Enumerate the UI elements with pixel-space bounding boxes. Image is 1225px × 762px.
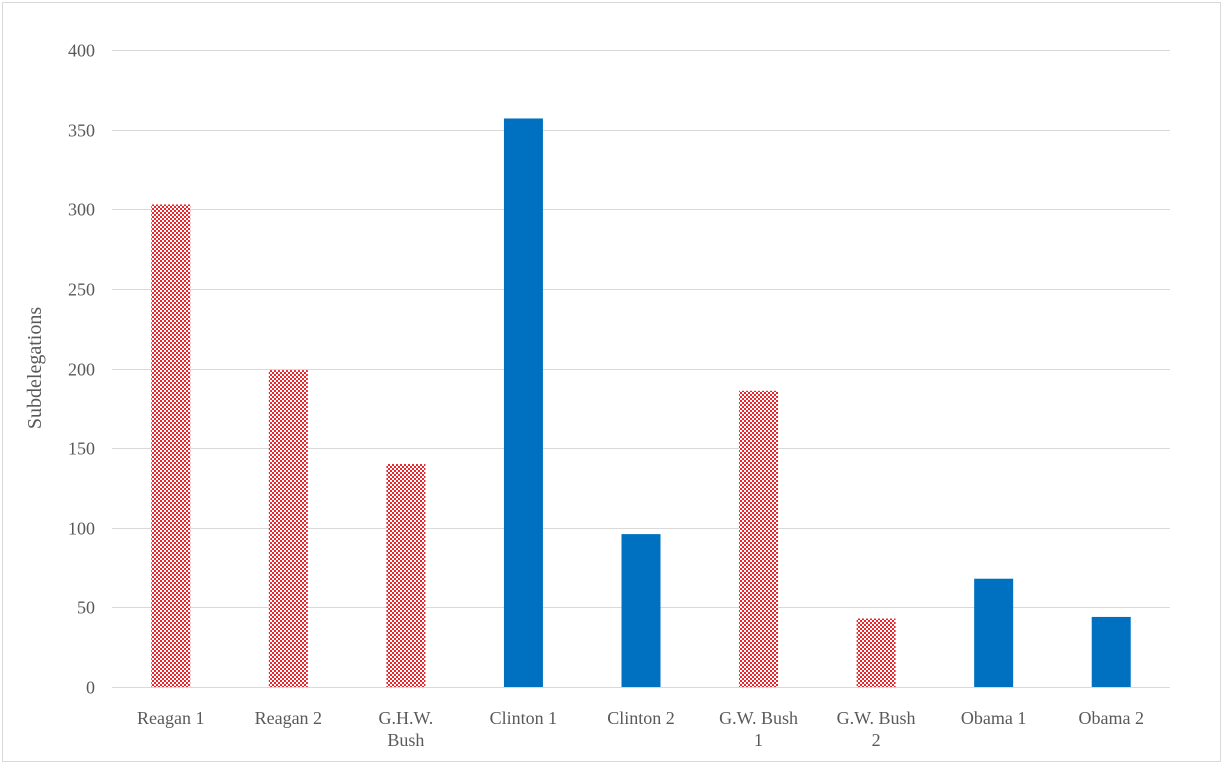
y-tick-label: 100 xyxy=(68,519,95,539)
y-tick-label: 0 xyxy=(86,678,95,698)
bar xyxy=(503,118,543,688)
y-tick-label: 150 xyxy=(68,439,95,459)
x-tick-label: Clinton 1 xyxy=(490,708,558,728)
bar xyxy=(856,618,896,687)
bar xyxy=(1091,616,1131,687)
y-axis-ticks: 0 50 100 150 200 250 300 350 400 xyxy=(68,41,95,698)
bar xyxy=(386,464,426,687)
y-tick-label: 200 xyxy=(68,360,95,380)
x-tick-label: G.W. Bush 2 xyxy=(837,708,916,750)
bar xyxy=(268,370,308,687)
x-tick-label: Obama 1 xyxy=(961,708,1026,728)
y-tick-label: 350 xyxy=(68,121,95,141)
bar xyxy=(151,204,191,687)
y-tick-label: 50 xyxy=(77,598,95,618)
y-tick-label: 300 xyxy=(68,200,95,220)
y-tick-label: 250 xyxy=(68,280,95,300)
x-tick-label: G.W. Bush 1 xyxy=(719,708,798,750)
x-axis-labels: Reagan 1 Reagan 2 G.H.W. Bush Clinton 1 Clint… xyxy=(137,708,1144,750)
x-tick-label: Reagan 2 xyxy=(255,708,322,728)
bars xyxy=(151,118,1131,688)
x-tick-label: Reagan 1 xyxy=(137,708,204,728)
y-axis-title: Subdelegations xyxy=(24,307,46,429)
x-tick-label: G.H.W. Bush xyxy=(378,708,433,750)
x-tick-label: Clinton 2 xyxy=(607,708,675,728)
bar xyxy=(974,578,1014,687)
bar xyxy=(621,534,661,687)
bar xyxy=(739,390,779,687)
x-tick-label: Obama 2 xyxy=(1078,708,1143,728)
y-tick-label: 400 xyxy=(68,41,95,61)
